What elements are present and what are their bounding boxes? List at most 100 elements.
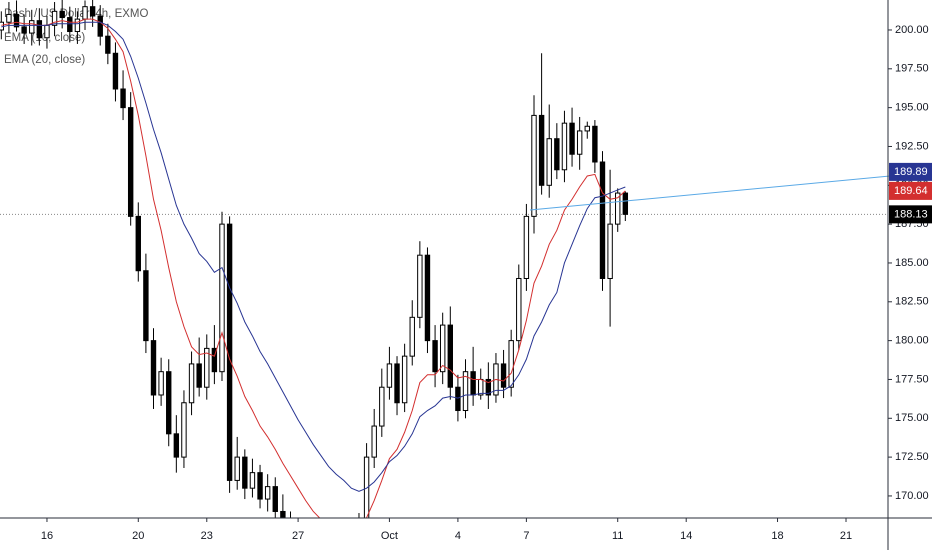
candle-body: [379, 386, 385, 427]
candle-body: [523, 215, 530, 279]
candle-body: [166, 371, 172, 435]
candle-body: [554, 138, 560, 171]
candle-body: [158, 371, 164, 396]
candle-body: [371, 425, 377, 458]
candle-body: [257, 472, 263, 500]
candle-body: [447, 324, 453, 388]
x-tick-label: 14: [680, 530, 692, 542]
candle-body: [143, 270, 149, 342]
candle-body: [607, 223, 613, 279]
price-tag-label: 188.13: [894, 208, 928, 220]
y-tick-label: 180.00: [895, 335, 929, 347]
candle-body: [584, 125, 590, 132]
candle-body: [6, 13, 12, 23]
ema-line: [1, 18, 626, 518]
candle-body: [74, 18, 81, 33]
candle-body: [546, 138, 552, 186]
y-tick-label: 192.50: [895, 140, 929, 152]
candle-body: [615, 192, 621, 225]
x-tick-label: 27: [292, 530, 304, 542]
candle-body: [439, 324, 446, 373]
candle-body: [569, 122, 575, 155]
candle-body: [234, 456, 240, 481]
y-tick-label: 200.00: [895, 24, 929, 36]
price-tag: [889, 162, 932, 181]
candle-body: [561, 122, 568, 171]
candle-body: [249, 472, 256, 489]
candle-body: [188, 363, 195, 404]
candle-body: [120, 88, 126, 109]
candle-body: [470, 371, 476, 396]
candle-body: [242, 456, 248, 489]
candle-body: [264, 486, 271, 500]
candle-body: [21, 26, 27, 34]
y-tick-label: 177.50: [895, 373, 929, 385]
candle-body: [432, 340, 438, 373]
x-tick-label: 7: [523, 530, 529, 542]
candle-body: [29, 20, 35, 34]
candle-body: [386, 363, 393, 388]
price-tag-label: 189.89: [894, 166, 928, 178]
candle-body: [424, 254, 431, 342]
candle-body: [59, 10, 65, 19]
candle-body: [112, 52, 119, 90]
candle-body: [82, 6, 88, 20]
y-tick-label: 175.00: [895, 412, 929, 424]
candle-body: [500, 363, 507, 388]
candle-body: [135, 215, 141, 272]
y-tick-label: 195.00: [895, 102, 929, 114]
candle-body: [150, 340, 157, 396]
axes: 170.00 172.50 175.00 177.50 180.00 182.50 185.…: [41, 24, 929, 542]
ema-line: [1, 21, 626, 492]
candle-body: [401, 355, 408, 404]
candle-body: [599, 161, 606, 279]
candle-body: [508, 340, 514, 388]
candle-body: [455, 386, 461, 412]
plot-area: [0, 0, 888, 518]
price-tag-label: 189.64: [894, 185, 928, 197]
candle-body: [181, 402, 187, 458]
candle-body: [538, 114, 545, 186]
candle-body: [51, 10, 58, 26]
candle-body: [409, 316, 415, 357]
x-tick-label: 21: [840, 530, 852, 542]
x-tick-label: 16: [41, 530, 53, 542]
trend-line: [529, 171, 932, 211]
candle-body: [127, 107, 134, 217]
x-tick-label: 4: [455, 530, 461, 542]
y-tick-label: 197.50: [895, 63, 929, 75]
candle-body: [44, 24, 50, 39]
candle-body: [531, 114, 537, 217]
candle-body: [67, 17, 73, 33]
y-tick-label: 185.00: [895, 257, 929, 269]
candle-body: [173, 433, 180, 458]
candle-body: [89, 6, 96, 17]
legend-entry: EMA (20, close): [4, 54, 85, 66]
x-tick-label: 23: [201, 530, 213, 542]
y-tick-label: 170.00: [895, 490, 929, 502]
price-tag: [889, 181, 932, 200]
candle-body: [105, 35, 111, 54]
candle-body: [485, 378, 492, 396]
x-tick-label: 20: [132, 530, 144, 542]
x-tick-label: 11: [612, 530, 623, 542]
price-tags: 188.13 189.64 189.89: [889, 162, 932, 224]
candle-body: [516, 277, 522, 342]
chart-title: Dash / US Dollar, 4h, EXMO: [4, 8, 148, 20]
candle-body: [394, 363, 400, 404]
price-tag: [889, 205, 932, 224]
candle-body: [36, 20, 43, 39]
candle-body: [13, 13, 20, 28]
candle-body: [622, 192, 629, 215]
x-tick-label: Oct: [381, 530, 398, 542]
x-tick-label: 18: [771, 530, 783, 542]
y-tick-label: 182.50: [895, 296, 929, 308]
candle-body: [196, 363, 202, 388]
candle-body: [478, 378, 484, 396]
candle-body: [219, 223, 225, 373]
candle-body: [462, 371, 469, 412]
candle-body: [272, 486, 278, 512]
